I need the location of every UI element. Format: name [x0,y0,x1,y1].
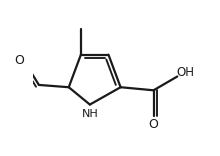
Text: O: O [14,54,24,67]
Text: NH: NH [82,109,98,119]
Text: OH: OH [177,66,195,79]
Text: O: O [148,118,158,131]
